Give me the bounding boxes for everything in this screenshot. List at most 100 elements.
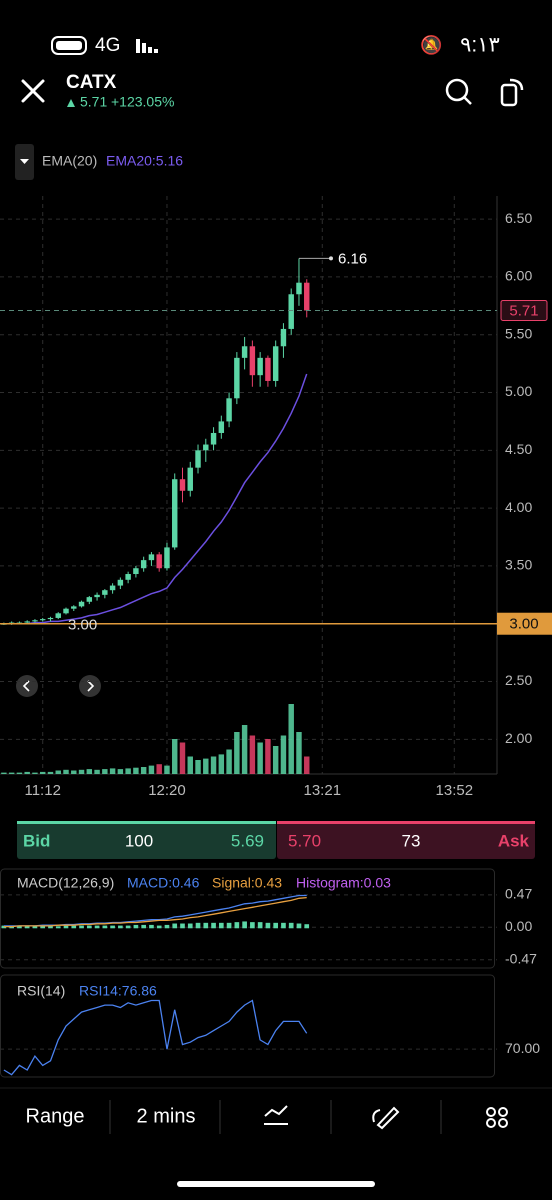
volume-bar — [109, 768, 116, 774]
volume-bar — [179, 742, 186, 774]
home-indicator — [177, 1181, 375, 1187]
histogram-bar — [55, 926, 61, 929]
volume-bar — [210, 756, 217, 774]
volume-bar — [140, 767, 147, 774]
close-button[interactable] — [21, 79, 45, 103]
interval-button[interactable]: 2 mins — [137, 1105, 196, 1127]
x-tick-label: 12:20 — [148, 782, 186, 799]
candle-body — [241, 346, 248, 358]
volume-bar — [148, 765, 155, 774]
histogram-bar — [257, 922, 263, 929]
rotate-button[interactable] — [500, 78, 524, 107]
volume-bar — [133, 767, 139, 774]
candle-body — [280, 328, 287, 347]
histogram-bar — [273, 922, 279, 929]
y-tick-label: 3.50 — [505, 557, 532, 573]
volume-bar — [304, 756, 310, 774]
histogram-bar — [102, 925, 108, 929]
histogram-bar — [250, 922, 255, 929]
ema-line — [3, 373, 308, 625]
header-price: 5.71 — [80, 94, 107, 110]
histogram-bar — [118, 925, 123, 929]
indicators-button[interactable] — [264, 1105, 288, 1125]
indicator-line — [3, 896, 307, 928]
candle-body — [218, 421, 225, 433]
network-label: 4G — [95, 35, 120, 56]
y-tick-label: 70.00 — [505, 1040, 540, 1056]
volume-bar — [125, 768, 131, 774]
histogram-value: Histogram:0.03 — [296, 875, 391, 891]
bid-bar — [17, 821, 276, 859]
rsi-value: RSI14:76.86 — [79, 983, 157, 999]
battery-level — [56, 41, 82, 50]
clock: ٩:١٣ — [460, 34, 500, 57]
volume-bar — [226, 749, 232, 774]
ask-bar-top — [277, 821, 535, 824]
histogram-bar — [94, 925, 100, 929]
volume-bar — [249, 735, 256, 774]
y-tick-label: 6.50 — [505, 210, 532, 226]
candle-body — [55, 613, 61, 618]
candle-body — [78, 601, 85, 607]
histogram-bar — [234, 922, 240, 929]
up-arrow — [67, 99, 75, 107]
y-tick-label: -0.47 — [505, 950, 537, 966]
candle-body — [164, 547, 170, 569]
candle-body — [32, 620, 38, 622]
volume-bar — [55, 770, 61, 774]
candle-body — [109, 585, 116, 591]
high-dot — [329, 256, 333, 261]
candle-body — [272, 346, 279, 381]
volume-bar — [1, 772, 7, 774]
candle-body — [203, 444, 209, 451]
candle-body — [257, 357, 263, 376]
candle-body — [125, 574, 131, 580]
histogram-bar — [281, 922, 286, 929]
volume-bar — [39, 771, 46, 774]
draw-button[interactable] — [372, 1106, 400, 1130]
x-tick-label: 11:12 — [24, 782, 60, 799]
more-button[interactable] — [486, 1107, 508, 1128]
candle-body — [187, 467, 193, 491]
histogram-bar — [133, 924, 139, 929]
candle-body — [195, 450, 201, 468]
range-button[interactable]: Range — [26, 1105, 85, 1127]
symbol: CATX — [66, 72, 117, 93]
signal-value: Signal:0.43 — [212, 875, 282, 891]
histogram-bar — [86, 925, 92, 929]
histogram-bar — [149, 924, 154, 929]
volume-bar — [241, 725, 248, 774]
bid-bar-top — [17, 821, 276, 824]
candle-body — [210, 432, 217, 445]
scroll-left[interactable] — [16, 675, 38, 697]
search-button[interactable] — [445, 78, 472, 105]
volume-bar — [24, 771, 30, 774]
indicator-name: EMA(20) — [42, 153, 97, 169]
volume-bar — [86, 769, 93, 774]
histogram-bar — [164, 924, 170, 929]
volume-bar — [117, 769, 124, 774]
candle-body — [179, 479, 186, 491]
candle-body — [172, 479, 178, 548]
histogram-bar — [63, 925, 69, 929]
ask-price: 5.70 — [288, 831, 321, 850]
candle-body — [265, 357, 271, 381]
y-tick-label: 2.50 — [505, 672, 532, 688]
macd-value: MACD:0.46 — [127, 875, 200, 891]
y-tick-label: 2.00 — [505, 730, 532, 746]
volume-bar — [102, 769, 108, 774]
ask-label: Ask — [498, 831, 530, 850]
scroll-right[interactable] — [79, 675, 101, 697]
bid-size: 100 — [125, 831, 153, 850]
y-tick-label: 4.00 — [505, 499, 532, 515]
header-change: +123.05% — [111, 94, 174, 110]
histogram-bar — [156, 925, 162, 929]
ask-bar — [277, 821, 535, 859]
volume-bar — [94, 769, 100, 774]
histogram-bar — [24, 926, 30, 929]
level-label: 3.00 — [68, 617, 97, 634]
volume-bar — [265, 739, 271, 774]
histogram-bar — [141, 924, 146, 929]
